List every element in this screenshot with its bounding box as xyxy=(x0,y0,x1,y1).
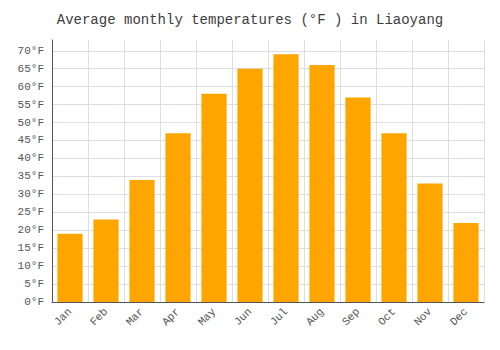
svg-text:Aug: Aug xyxy=(304,306,326,328)
svg-text:Sep: Sep xyxy=(340,306,362,328)
svg-text:Nov: Nov xyxy=(412,305,435,328)
svg-text:55°F: 55°F xyxy=(18,99,44,111)
svg-text:Jun: Jun xyxy=(232,306,254,328)
svg-text:Feb: Feb xyxy=(88,306,110,328)
svg-text:Oct: Oct xyxy=(376,306,398,328)
svg-text:45°F: 45°F xyxy=(18,134,44,146)
svg-text:Mar: Mar xyxy=(124,306,146,328)
svg-text:Jan: Jan xyxy=(52,306,74,328)
svg-text:35°F: 35°F xyxy=(18,170,44,182)
svg-text:May: May xyxy=(196,305,219,328)
svg-text:15°F: 15°F xyxy=(18,242,44,254)
svg-text:Average monthly temperatures (: Average monthly temperatures (°F ) in Li… xyxy=(57,12,443,28)
svg-text:25°F: 25°F xyxy=(18,206,44,218)
svg-text:Jul: Jul xyxy=(268,306,290,328)
svg-text:Dec: Dec xyxy=(448,306,470,328)
svg-text:65°F: 65°F xyxy=(18,63,44,75)
svg-text:10°F: 10°F xyxy=(18,260,44,272)
svg-text:60°F: 60°F xyxy=(18,81,44,93)
svg-text:40°F: 40°F xyxy=(18,152,44,164)
svg-text:50°F: 50°F xyxy=(18,117,44,129)
svg-text:70°F: 70°F xyxy=(18,45,44,57)
svg-text:5°F: 5°F xyxy=(24,278,44,290)
svg-text:20°F: 20°F xyxy=(18,224,44,236)
svg-text:30°F: 30°F xyxy=(18,188,44,200)
svg-text:0°F: 0°F xyxy=(24,296,44,308)
svg-text:Apr: Apr xyxy=(160,306,182,328)
